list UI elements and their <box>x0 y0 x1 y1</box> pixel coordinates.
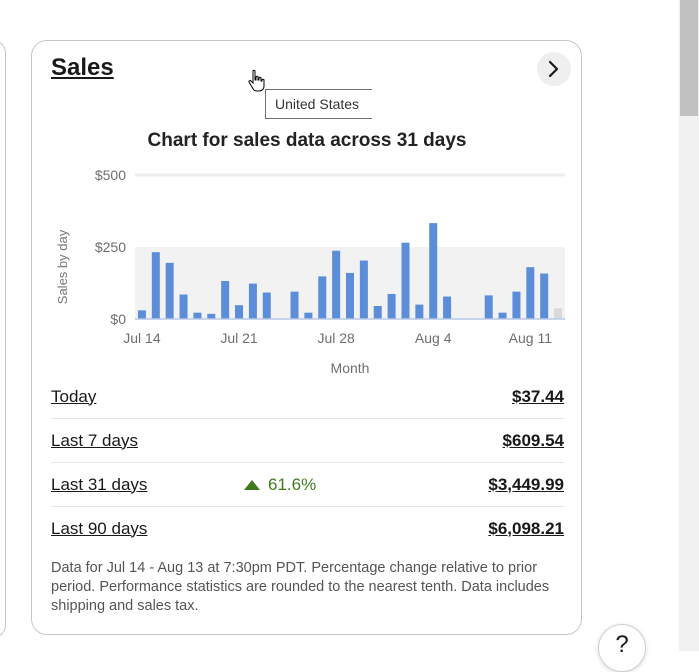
hand-cursor-icon <box>248 69 265 92</box>
chart-bar <box>221 280 230 319</box>
stat-row-last-31-days: Last 31 days 61.6% $3,449.99 <box>51 463 564 507</box>
x-tick-label: Jul 21 <box>220 330 258 346</box>
chart-bar <box>401 242 410 319</box>
stat-value-last-90-days[interactable]: $6,098.21 <box>488 518 564 538</box>
y-tick-label: $250 <box>95 239 126 255</box>
stat-label-today[interactable]: Today <box>51 386 97 406</box>
chart-bar <box>318 276 327 319</box>
hover-tooltip: United States <box>265 89 372 119</box>
chart-bar <box>512 291 521 319</box>
help-button[interactable]: ? <box>598 624 646 672</box>
chart-bar <box>415 304 424 319</box>
stat-value-today[interactable]: $37.44 <box>512 386 564 406</box>
chart-bar <box>484 295 493 319</box>
stat-label-last-31-days[interactable]: Last 31 days <box>51 474 148 494</box>
chart-bar <box>526 267 535 319</box>
data-footnote: Data for Jul 14 - Aug 13 at 7:30pm PDT. … <box>51 560 550 614</box>
stat-value-last-31-days[interactable]: $3,449.99 <box>488 474 564 494</box>
chart-bar <box>540 273 549 319</box>
chart-bar <box>165 262 174 319</box>
chart-bar <box>290 291 299 319</box>
chart-bar <box>359 260 368 319</box>
sales-card <box>31 40 582 635</box>
chart-title: Chart for sales data across 31 days <box>147 130 467 151</box>
chart-bar <box>235 305 244 319</box>
chevron-right-icon <box>548 60 559 78</box>
stat-row-today: Today $37.44 <box>51 375 564 419</box>
chart-bar <box>262 292 271 319</box>
y-tick-label: $500 <box>95 167 126 183</box>
sales-bar-chart: $0 $250 $500 Jul 14 Jul 21 Jul 28 Aug 4 Aug 11 M… <box>55 167 565 376</box>
stat-row-last-7-days: Last 7 days $609.54 <box>51 419 564 463</box>
chart-bar <box>429 223 438 319</box>
sales-stats-list: Today $37.44 Last 7 days $609.54 Last 31… <box>51 375 564 550</box>
x-tick-label: Jul 14 <box>123 330 161 346</box>
chart-bar <box>387 293 396 319</box>
tooltip-text: United States <box>275 96 360 112</box>
chart-bar <box>304 312 313 319</box>
chart-bar <box>248 283 257 319</box>
chart-bar <box>554 308 563 319</box>
y-axis-label: Sales by day <box>55 229 70 304</box>
scrollbar-thumb[interactable] <box>680 0 698 116</box>
chart-bar <box>373 306 382 319</box>
adjacent-card-edge <box>0 40 6 638</box>
stat-change-value: 61.6% <box>268 474 317 494</box>
stat-value-last-7-days[interactable]: $609.54 <box>502 430 564 450</box>
y-tick-label: $0 <box>110 311 126 327</box>
sales-title-link[interactable]: Sales <box>51 54 114 81</box>
scrollbar-track[interactable] <box>679 0 699 651</box>
chart-bar <box>443 296 452 319</box>
trend-up-icon <box>244 479 260 490</box>
stat-row-last-90-days: Last 90 days $6,098.21 <box>51 507 564 550</box>
chart-bar <box>151 252 160 319</box>
chart-bar <box>179 294 188 319</box>
x-axis-label: Month <box>331 360 370 376</box>
stat-change-last-31-days: 61.6% <box>244 475 316 495</box>
x-tick-label: Jul 28 <box>317 330 355 346</box>
chart-bar <box>498 312 507 319</box>
stat-label-last-7-days[interactable]: Last 7 days <box>51 430 138 450</box>
x-tick-label: Aug 11 <box>509 330 553 346</box>
chart-bar <box>137 310 146 319</box>
x-tick-label: Aug 4 <box>415 330 452 346</box>
chart-bar <box>207 313 216 319</box>
stat-label-last-90-days[interactable]: Last 90 days <box>51 518 148 538</box>
chart-bar <box>332 250 341 319</box>
chart-bar <box>346 272 354 319</box>
open-sales-button[interactable] <box>537 52 571 86</box>
chart-bar <box>193 312 202 319</box>
